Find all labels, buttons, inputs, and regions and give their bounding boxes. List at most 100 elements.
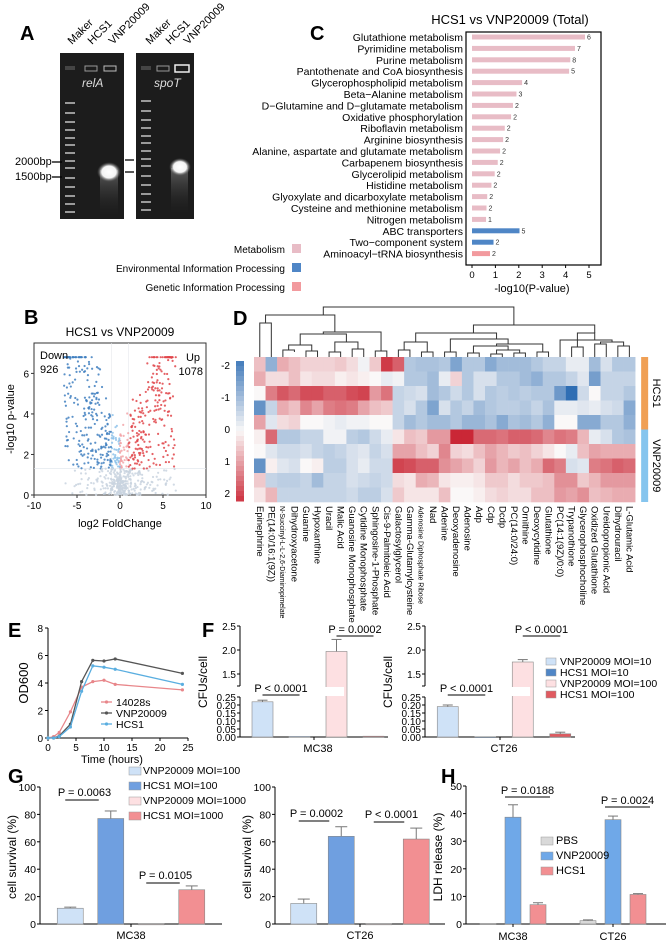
- row-group-label: HCS1: [650, 379, 662, 408]
- heatmap-cell: [542, 415, 555, 430]
- heatmap-cell: [357, 473, 370, 488]
- data-point: [104, 446, 107, 449]
- gel-well: [156, 65, 170, 72]
- bar-count-label: 1: [488, 217, 492, 224]
- dendrogram-branch: [444, 351, 457, 357]
- heatmap-cell: [404, 444, 416, 459]
- bar: [402, 838, 430, 925]
- heatmap-cell: [427, 357, 440, 372]
- data-point: [180, 688, 184, 692]
- subplot-ct26: 0 20 40 60 80 100 cell survival (%) P = 0.0002 P…: [240, 782, 445, 942]
- heatmap-cell: [450, 444, 463, 459]
- size-marker-1500: 1500bp: [15, 171, 52, 183]
- data-point: [127, 491, 130, 494]
- data-point: [153, 457, 156, 460]
- column-label: Sphingosine-1-Phosphate: [369, 506, 380, 615]
- data-point: [91, 415, 94, 418]
- data-point: [110, 487, 113, 490]
- data-point: [131, 492, 134, 495]
- cell-survival-chart: 0 20 40 60 80 100 cell survival (%) P = 0.0063 P…: [5, 765, 445, 942]
- dendrogram-branch: [496, 343, 544, 352]
- heatmap-cell: [254, 473, 266, 488]
- column-label: Epinephrine: [254, 506, 265, 557]
- bar: [472, 125, 505, 131]
- y-tick-label: 8: [37, 624, 43, 635]
- ladder-band: [141, 175, 151, 177]
- colorbar-segment: [236, 441, 244, 447]
- heatmap-cell: [473, 429, 486, 445]
- data-point: [83, 396, 87, 399]
- data-point: [69, 396, 72, 399]
- heatmap-cell: [323, 429, 336, 445]
- heatmap-cell: [461, 429, 474, 445]
- data-point: [151, 481, 154, 484]
- data-point: [123, 448, 126, 451]
- heatmap-cell: [554, 357, 567, 372]
- heatmap-cell: [254, 444, 266, 459]
- heatmap-cell: [438, 458, 451, 474]
- heatmap-cell: [438, 444, 451, 459]
- heatmap-cell: [612, 371, 624, 387]
- data-point: [138, 470, 141, 473]
- heatmap-cell: [346, 371, 359, 387]
- y-tick-label: 1.5: [222, 670, 236, 681]
- heatmap-cell: [531, 458, 544, 474]
- data-point: [72, 463, 75, 466]
- data-point: [94, 449, 97, 452]
- x-tick-label: -5: [73, 501, 82, 512]
- data-point: [163, 478, 166, 481]
- data-point: [161, 442, 164, 445]
- x-tick-label: 1: [493, 270, 498, 281]
- data-point: [113, 493, 116, 496]
- heatmap-cell: [300, 386, 313, 401]
- heatmap-cell: [323, 458, 336, 474]
- data-point: [52, 736, 56, 740]
- data-point: [101, 481, 104, 484]
- data-point: [111, 480, 114, 484]
- bar-count-label: 2: [507, 126, 511, 133]
- data-point: [133, 454, 136, 457]
- dendrogram-branch: [334, 341, 359, 352]
- data-point: [158, 417, 161, 420]
- category-label: Glycerophospholipid metabolism: [311, 78, 463, 90]
- data-point: [149, 409, 152, 412]
- heatmap-cell: [542, 458, 555, 474]
- ldh-release-chart: 0 10 20 30 40 50 LDH release (%) P = 0.0188 MC38…: [431, 781, 666, 943]
- data-point: [127, 465, 130, 468]
- data-point: [108, 484, 112, 487]
- data-point: [163, 404, 167, 407]
- column-label: Dcdp: [496, 506, 507, 528]
- heatmap-cell: [508, 371, 520, 387]
- data-point: [112, 435, 115, 438]
- data-point: [67, 392, 70, 395]
- bar: [472, 205, 487, 211]
- data-point: [139, 493, 142, 496]
- heatmap-cell: [554, 473, 567, 488]
- p-value-label: P = 0.0188: [501, 785, 554, 797]
- heatmap-cell: [508, 415, 520, 430]
- heatmap-cell: [288, 400, 301, 416]
- bar: [472, 251, 491, 257]
- heatmap-cell: [277, 357, 289, 372]
- data-point: [87, 477, 91, 480]
- heatmap-cell: [519, 371, 532, 387]
- data-point: [142, 454, 146, 457]
- category-label: Two−component system: [349, 237, 463, 249]
- data-point: [102, 659, 106, 663]
- data-point: [138, 421, 141, 424]
- heatmap-cell: [254, 371, 266, 387]
- data-point: [118, 463, 122, 466]
- heatmap-cell: [577, 473, 590, 488]
- heatmap-cell: [334, 444, 347, 459]
- bar-count-label: 2: [497, 171, 501, 178]
- bar: [472, 239, 494, 245]
- data-point: [163, 409, 166, 412]
- data-point: [78, 356, 81, 359]
- bar: [56, 907, 84, 925]
- data-point: [122, 423, 125, 426]
- data-point: [114, 456, 117, 459]
- heatmap-cell: [288, 386, 301, 401]
- heatmap-cell: [623, 400, 636, 416]
- ladder-band: [141, 100, 151, 102]
- data-point: [165, 469, 168, 472]
